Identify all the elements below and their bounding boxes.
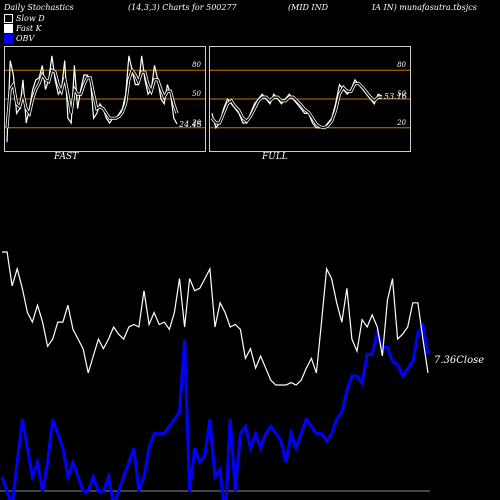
fast-fast-k-line	[6, 55, 178, 143]
full-last-value: 53.16	[384, 92, 407, 101]
close-price-line	[2, 251, 429, 386]
fast-tick-50: 50	[192, 90, 201, 98]
close-value-label: 7.36Close	[434, 355, 484, 366]
obv-swatch	[4, 34, 13, 43]
legend-item-fast-k: Fast K	[4, 24, 42, 33]
stock-name-cont: IA IN) munafasutra.tbsjcs	[372, 3, 477, 12]
slow-d-swatch	[4, 14, 13, 23]
legend-item-obv: OBV	[4, 34, 34, 43]
full-full-k-line	[211, 78, 383, 130]
full-tick-20: 20	[396, 119, 406, 127]
full-panel: 80 50 20 53.16	[209, 46, 411, 152]
fast-tick-80: 80	[192, 61, 201, 69]
fast-panel: 80 50 20 24.45	[4, 46, 206, 152]
full-full-d-line-outline	[210, 82, 382, 130]
stock-name: (MID IND	[288, 3, 329, 12]
fast-tick-20: 20	[191, 119, 201, 127]
fast-slow-d-line	[6, 68, 178, 128]
legend-label-fast-k: Fast K	[16, 24, 42, 33]
full-stochastic-chart: 80 50 20 53.16	[210, 61, 410, 130]
fast-label: FAST	[54, 152, 79, 162]
obv-line	[0, 321, 430, 500]
chart-params: (14,3,3) Charts for 500277	[128, 3, 237, 12]
full-label: FULL	[262, 152, 288, 162]
full-tick-50: 50	[397, 90, 406, 98]
legend-item-slow-d: Slow D	[4, 14, 45, 23]
chart-title: Daily Stochastics	[4, 3, 74, 12]
full-full-d-line	[211, 82, 382, 129]
full-tick-80: 80	[397, 61, 406, 69]
legend-label-slow-d: Slow D	[16, 14, 45, 23]
fast-last-value: 24.45	[178, 120, 202, 129]
legend-label-obv: OBV	[16, 34, 35, 43]
fast-k-swatch	[4, 24, 13, 33]
